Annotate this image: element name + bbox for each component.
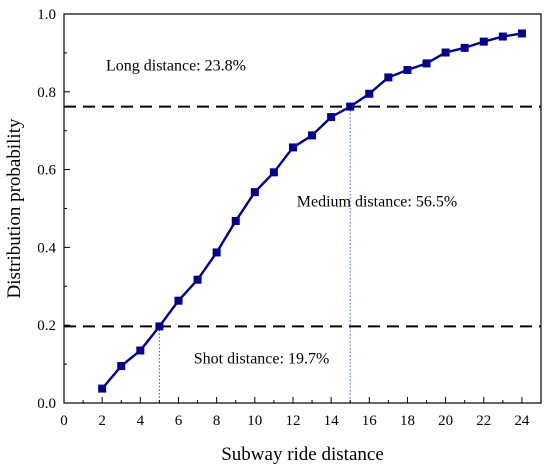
data-point-marker — [365, 89, 374, 98]
data-point-marker — [288, 143, 297, 152]
x-tick-label: 18 — [400, 413, 415, 429]
data-point-marker — [422, 59, 431, 68]
x-tick-label: 8 — [213, 413, 221, 429]
data-point-marker — [384, 73, 393, 82]
data-point-marker — [250, 188, 259, 197]
x-axis-label: Subway ride distance — [221, 444, 384, 465]
data-point-marker — [98, 384, 107, 393]
x-tick-label: 4 — [137, 413, 145, 429]
data-point-marker — [441, 48, 450, 57]
data-point-marker — [231, 216, 240, 225]
data-point-marker — [498, 32, 507, 41]
y-tick-label: 1.0 — [37, 7, 56, 23]
data-point-marker — [517, 29, 526, 38]
data-point-marker — [136, 346, 145, 355]
data-point-marker — [174, 296, 183, 305]
y-axis-label: Distribution probability — [4, 118, 25, 298]
x-axis-ticks: 0 2 4 6 8 10 12 14 16 18 20 22 24 — [60, 397, 542, 429]
series-line — [101, 32, 523, 390]
x-tick-label: 14 — [324, 413, 340, 429]
x-tick-label: 12 — [285, 413, 300, 429]
data-point-marker — [193, 275, 202, 284]
annotations: Long distance: 23.8% Medium distance: 56… — [106, 57, 457, 367]
data-point-marker — [327, 113, 336, 122]
data-point-marker — [269, 168, 278, 177]
reference-lines — [64, 105, 541, 403]
y-tick-label: 0.4 — [37, 240, 56, 256]
series-layer — [98, 29, 526, 393]
data-point-marker — [479, 37, 488, 46]
data-point-marker — [308, 131, 317, 140]
x-tick-label: 0 — [60, 413, 68, 429]
data-point-marker — [460, 43, 469, 52]
x-tick-label: 10 — [247, 413, 262, 429]
y-tick-label: 0.2 — [37, 318, 56, 334]
y-axis-ticks: 0.0 0.2 0.4 0.6 0.8 1.0 — [37, 7, 70, 412]
x-tick-label: 2 — [98, 413, 106, 429]
y-tick-label: 0.8 — [37, 85, 56, 101]
annotation-long-distance: Long distance: 23.8% — [106, 57, 246, 74]
x-tick-label: 24 — [514, 413, 530, 429]
data-point-marker — [155, 322, 164, 331]
data-point-marker — [117, 362, 126, 371]
data-point-marker — [212, 248, 221, 257]
data-point-marker — [403, 66, 412, 75]
data-point-marker — [346, 102, 355, 111]
y-tick-label: 0.0 — [37, 396, 56, 412]
annotation-medium-distance: Medium distance: 56.5% — [297, 194, 457, 211]
x-tick-label: 20 — [438, 413, 453, 429]
x-tick-label: 6 — [175, 413, 183, 429]
x-tick-label: 22 — [476, 413, 491, 429]
y-tick-label: 0.6 — [37, 163, 56, 179]
x-tick-label: 16 — [362, 413, 378, 429]
annotation-short-distance: Shot distance: 19.7% — [194, 350, 330, 367]
